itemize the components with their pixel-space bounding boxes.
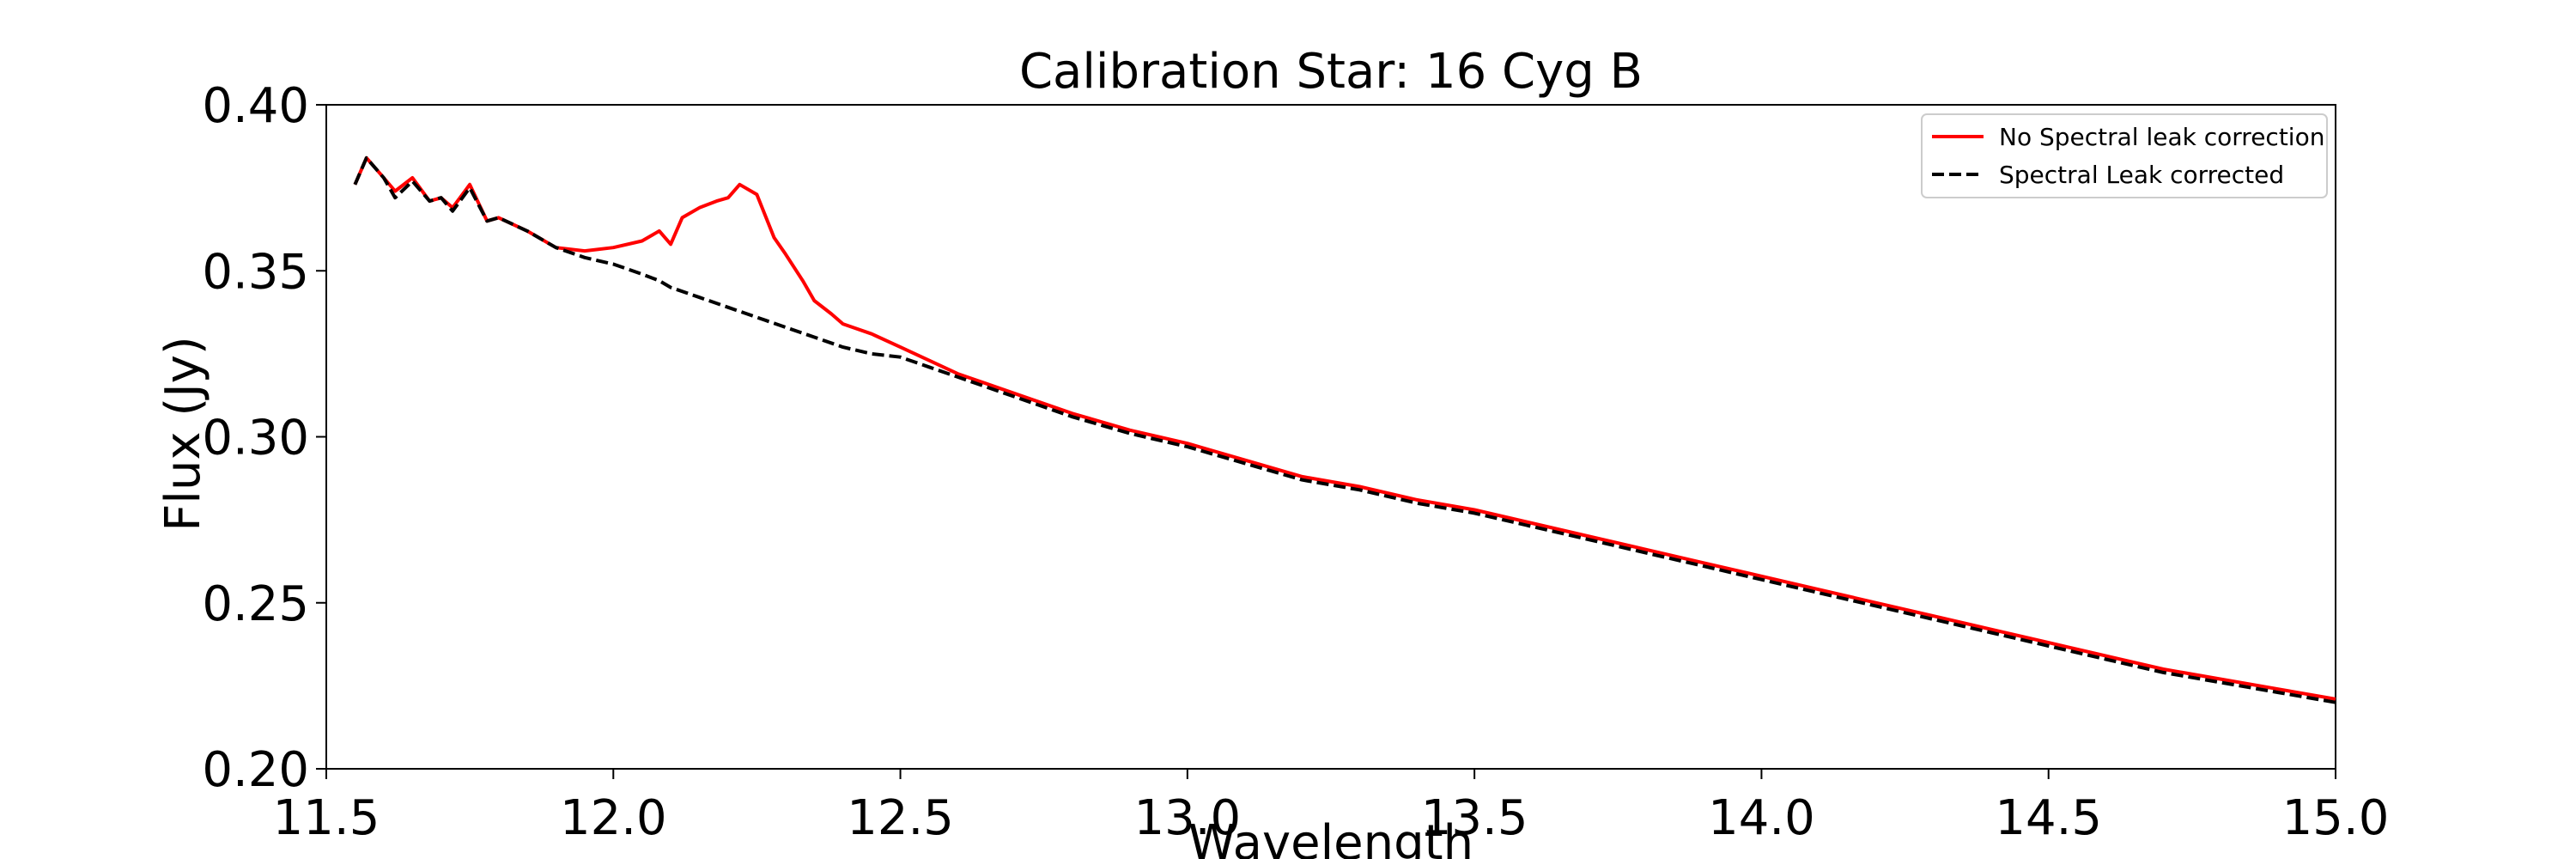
chart-title: Calibration Star: 16 Cyg B (1019, 44, 1643, 100)
legend-label: No Spectral leak correction (1999, 123, 2324, 151)
x-axis-label: Wavelength (1188, 815, 1473, 859)
x-tick-label: 13.5 (1421, 790, 1528, 846)
x-tick-label: 12.0 (560, 790, 667, 846)
legend-frame (1921, 113, 2328, 198)
x-tick-label: 11.5 (273, 790, 380, 846)
x-tick-label: 14.0 (1708, 790, 1815, 846)
y-axis-label: Flux (Jy) (155, 336, 211, 532)
legend-label: Spectral Leak corrected (1999, 161, 2284, 189)
y-axis-ticks: 0.20 0.25 0.30 0.35 0.40 (202, 78, 326, 798)
series-line-corrected (353, 155, 2336, 704)
y-tick-label: 0.25 (202, 576, 309, 632)
legend: No Spectral leak correction Spectral Leak… (1921, 113, 2328, 198)
x-tick-label: 14.5 (1995, 790, 2102, 846)
x-tick-label: 13.0 (1134, 790, 1242, 846)
y-tick-label: 0.30 (202, 411, 309, 466)
y-tick-label: 0.35 (202, 244, 309, 300)
x-tick-label: 15.0 (2282, 790, 2390, 846)
x-axis-ticks: 11.5 12.0 12.5 13.0 13.5 14.0 14.5 15.0 (273, 769, 2390, 846)
x-tick-label: 12.5 (847, 790, 954, 846)
y-tick-label: 0.20 (202, 742, 309, 798)
y-tick-label: 0.40 (202, 78, 309, 134)
